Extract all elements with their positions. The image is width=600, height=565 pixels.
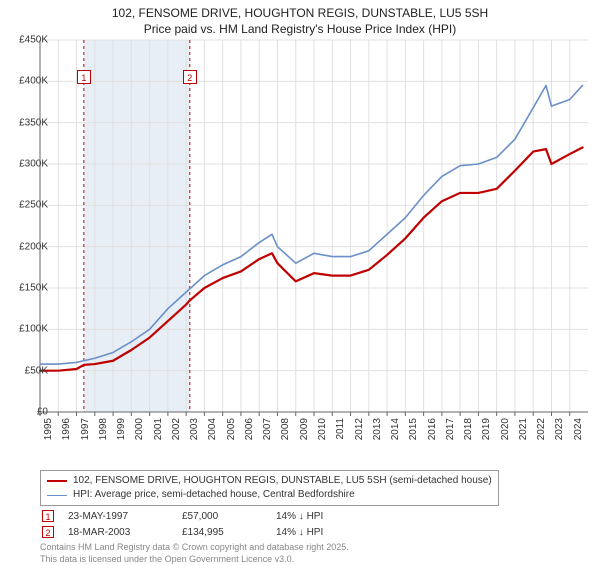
x-tick-label: 1995 — [43, 418, 54, 440]
x-tick-label: 2001 — [153, 418, 164, 440]
x-tick-label: 2002 — [171, 418, 182, 440]
x-tick-label: 2005 — [226, 418, 237, 440]
legend-label-hpi: HPI: Average price, semi-detached house,… — [73, 488, 355, 502]
legend-label-property: 102, FENSOME DRIVE, HOUGHTON REGIS, DUNS… — [73, 474, 492, 488]
x-tick-label: 2019 — [481, 418, 492, 440]
x-tick-label: 2017 — [445, 418, 456, 440]
y-tick-label: £100K — [19, 324, 48, 335]
y-tick-label: £300K — [19, 159, 48, 170]
x-tick-label: 1999 — [116, 418, 127, 440]
x-tick-label: 2007 — [262, 418, 273, 440]
chart-area — [40, 40, 588, 440]
y-tick-label: £50K — [25, 365, 48, 376]
x-tick-label: 2009 — [299, 418, 310, 440]
sale-date-1: 23-MAY-1997 — [68, 511, 168, 522]
x-tick-label: 2000 — [134, 418, 145, 440]
title-line-1: 102, FENSOME DRIVE, HOUGHTON REGIS, DUNS… — [0, 6, 600, 22]
sale-hpi-2: 14% ↓ HPI — [276, 527, 376, 538]
x-tick-label: 2022 — [536, 418, 547, 440]
chart-marker-2: 2 — [183, 70, 197, 84]
x-tick-label: 2015 — [408, 418, 419, 440]
x-tick-label: 2010 — [317, 418, 328, 440]
x-tick-label: 2021 — [518, 418, 529, 440]
x-tick-label: 2003 — [189, 418, 200, 440]
sale-marker-1: 1 — [42, 510, 54, 522]
legend-footer: 102, FENSOME DRIVE, HOUGHTON REGIS, DUNS… — [40, 470, 588, 565]
sale-marker-2: 2 — [42, 526, 54, 538]
x-tick-label: 2020 — [500, 418, 511, 440]
sale-price-2: £134,995 — [182, 527, 262, 538]
legend-swatch-hpi — [47, 495, 67, 496]
x-tick-label: 1997 — [80, 418, 91, 440]
x-tick-label: 2008 — [280, 418, 291, 440]
legend-box: 102, FENSOME DRIVE, HOUGHTON REGIS, DUNS… — [40, 470, 499, 506]
chart-svg — [40, 40, 588, 440]
y-tick-label: £250K — [19, 200, 48, 211]
sale-row-1: 1 23-MAY-1997 £57,000 14% ↓ HPI — [40, 510, 588, 522]
y-tick-label: £350K — [19, 117, 48, 128]
x-tick-label: 1996 — [61, 418, 72, 440]
credit-line-2: This data is licensed under the Open Gov… — [40, 554, 588, 565]
x-tick-label: 2014 — [390, 418, 401, 440]
x-tick-label: 2013 — [372, 418, 383, 440]
x-tick-label: 1998 — [98, 418, 109, 440]
x-tick-label: 2024 — [573, 418, 584, 440]
y-tick-label: £150K — [19, 283, 48, 294]
x-tick-label: 2023 — [554, 418, 565, 440]
sale-row-2: 2 18-MAR-2003 £134,995 14% ↓ HPI — [40, 526, 588, 538]
legend-swatch-property — [47, 480, 67, 482]
legend-row-hpi: HPI: Average price, semi-detached house,… — [47, 488, 492, 502]
x-tick-label: 2006 — [244, 418, 255, 440]
y-tick-label: £200K — [19, 241, 48, 252]
x-tick-label: 2018 — [463, 418, 474, 440]
chart-marker-1: 1 — [77, 70, 91, 84]
chart-title: 102, FENSOME DRIVE, HOUGHTON REGIS, DUNS… — [0, 0, 600, 37]
x-tick-label: 2012 — [354, 418, 365, 440]
sale-date-2: 18-MAR-2003 — [68, 527, 168, 538]
credit-line-1: Contains HM Land Registry data © Crown c… — [40, 542, 588, 554]
x-tick-label: 2016 — [427, 418, 438, 440]
sale-price-1: £57,000 — [182, 511, 262, 522]
legend-row-property: 102, FENSOME DRIVE, HOUGHTON REGIS, DUNS… — [47, 474, 492, 488]
y-tick-label: £0 — [37, 407, 48, 418]
sale-hpi-1: 14% ↓ HPI — [276, 511, 376, 522]
y-tick-label: £450K — [19, 35, 48, 46]
title-line-2: Price paid vs. HM Land Registry's House … — [0, 22, 600, 38]
credit-block: Contains HM Land Registry data © Crown c… — [40, 542, 588, 565]
x-tick-label: 2004 — [207, 418, 218, 440]
x-tick-label: 2011 — [335, 418, 346, 440]
y-tick-label: £400K — [19, 76, 48, 87]
